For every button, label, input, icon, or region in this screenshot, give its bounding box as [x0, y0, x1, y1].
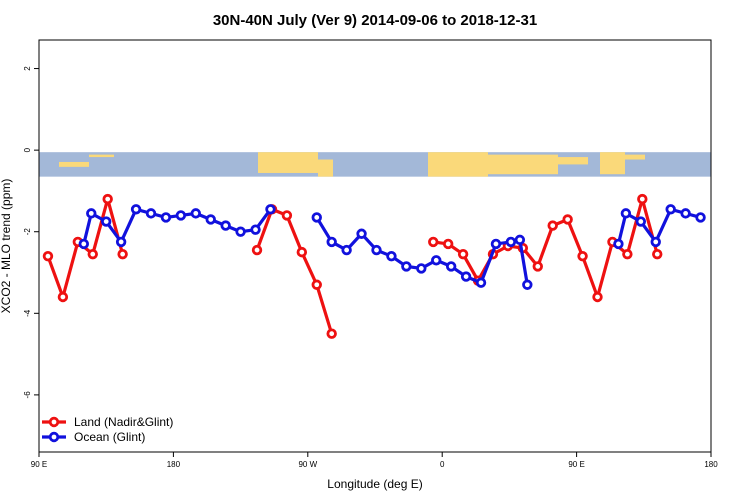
data-point — [695, 212, 706, 223]
y-tick-label: -4 — [23, 309, 32, 317]
data-point — [635, 216, 647, 227]
data-point — [42, 250, 54, 262]
data-point — [281, 210, 293, 221]
data-point — [250, 224, 261, 235]
series-0 — [42, 193, 663, 339]
series-line — [315, 216, 529, 286]
x-tick-label: 180 — [167, 460, 181, 469]
chart-title: 30N-40N July (Ver 9) 2014-09-06 to 2018-… — [213, 12, 537, 29]
data-point — [475, 277, 487, 288]
data-point — [428, 236, 439, 248]
data-point — [371, 244, 382, 256]
data-point — [356, 228, 367, 239]
data-point — [117, 248, 128, 260]
data-point — [613, 238, 624, 250]
data-point — [577, 250, 588, 262]
x-axis: 90 E 180 90 W 0 90 E 180 — [31, 452, 718, 469]
data-point — [102, 193, 113, 205]
x-tick-label: 90 W — [298, 460, 317, 469]
data-point — [622, 248, 633, 260]
data-point — [505, 236, 517, 248]
data-point — [87, 248, 98, 260]
data-point — [311, 279, 322, 290]
y-tick-label: 2 — [23, 66, 32, 71]
data-point — [442, 238, 454, 250]
data-point — [637, 193, 648, 205]
data-point — [680, 208, 691, 219]
data-point — [460, 271, 472, 282]
data-point — [562, 214, 573, 225]
data-point — [386, 250, 397, 262]
data-point — [86, 208, 97, 219]
data-point — [175, 210, 187, 221]
series-line — [255, 207, 334, 335]
data-point — [115, 236, 127, 248]
data-point — [190, 208, 201, 219]
y-tick-label: 0 — [23, 147, 32, 152]
map-land — [59, 161, 89, 167]
x-tick-label: 90 E — [31, 460, 47, 469]
y-tick-label: -2 — [23, 228, 32, 236]
data-point — [532, 261, 543, 272]
data-point — [57, 291, 69, 303]
data-point — [592, 291, 603, 303]
map-land — [625, 154, 645, 160]
data-point — [522, 279, 533, 290]
x-tick-label: 0 — [440, 460, 445, 469]
series-1 — [78, 204, 706, 290]
data-point — [431, 255, 442, 266]
map-land — [558, 157, 588, 165]
plot-frame — [38, 39, 712, 453]
data-point — [457, 248, 469, 260]
data-point — [251, 244, 263, 256]
x-tick-label: 90 E — [568, 460, 584, 469]
data-point — [665, 204, 676, 215]
map-ocean — [39, 152, 711, 177]
map-land — [600, 152, 625, 175]
data-point — [265, 204, 276, 215]
x-tick-label: 180 — [704, 460, 718, 469]
data-point — [326, 236, 337, 248]
data-point — [220, 220, 231, 231]
data-point — [296, 246, 308, 258]
data-point — [205, 214, 216, 225]
y-axis-label: XCO2 - MLO trend (ppm) — [0, 179, 13, 314]
data-point — [78, 238, 89, 250]
data-point — [547, 220, 558, 231]
data-point — [235, 226, 246, 237]
data-point — [145, 208, 157, 219]
legend-marker — [48, 431, 60, 443]
world-map-band — [39, 152, 711, 177]
data-point — [100, 216, 112, 227]
y-axis: 2 0 -2 -4 -6 — [23, 66, 39, 399]
map-land — [258, 152, 318, 173]
data-point — [650, 236, 661, 248]
map-land — [488, 154, 558, 175]
data-point — [160, 212, 172, 223]
legend-marker — [48, 416, 60, 428]
data-point — [490, 238, 502, 250]
legend-label: Ocean (Glint) — [74, 430, 145, 444]
y-tick-label: -6 — [23, 391, 32, 399]
data-point — [445, 261, 457, 272]
data-point — [311, 212, 322, 223]
data-point — [401, 261, 412, 272]
legend: Land (Nadir&Glint)Ocean (Glint) — [42, 415, 173, 444]
x-axis-label: Longitude (deg E) — [327, 477, 422, 491]
data-point — [341, 244, 352, 256]
map-land — [318, 159, 333, 177]
data-point — [514, 234, 526, 246]
legend-label: Land (Nadir&Glint) — [74, 415, 173, 429]
data-point — [326, 328, 337, 339]
series-layer — [42, 193, 706, 339]
data-point — [652, 248, 663, 260]
data-point — [416, 263, 427, 274]
map-land — [89, 154, 114, 158]
data-point — [620, 208, 632, 219]
map-land — [428, 152, 488, 177]
data-point — [130, 204, 142, 215]
